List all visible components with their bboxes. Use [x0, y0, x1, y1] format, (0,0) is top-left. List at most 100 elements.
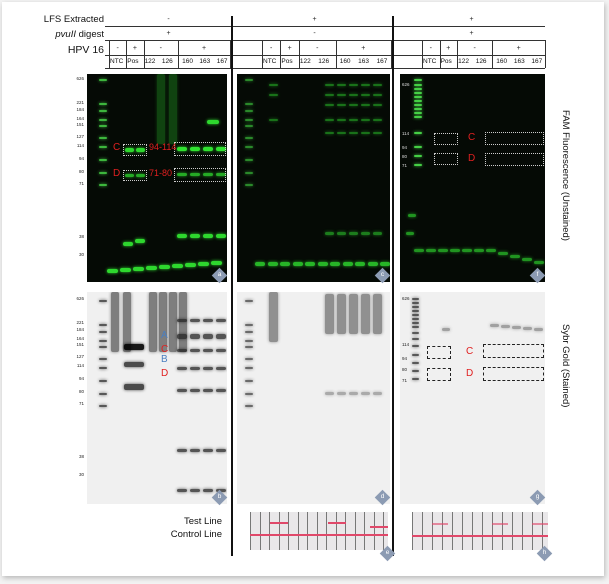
gel-band — [157, 74, 165, 144]
gel-band — [203, 147, 213, 151]
gel-band — [267, 262, 278, 266]
test-line — [328, 522, 346, 524]
gel-band — [177, 489, 187, 492]
figure: LFS Extracted pvuII digest HPV 16 - + - + - +… — [2, 2, 604, 576]
gel-band — [99, 331, 107, 333]
gel-band — [146, 266, 157, 270]
gel-band — [177, 234, 187, 238]
strip-divider — [288, 512, 289, 550]
strip-divider — [354, 512, 356, 550]
panel-letter: d — [380, 493, 385, 500]
gel-band — [414, 146, 422, 148]
gel-band — [337, 132, 346, 134]
ladder-label: 114 — [402, 342, 410, 347]
gel-band — [412, 314, 419, 316]
gel-band — [305, 262, 315, 266]
gel-band — [510, 255, 520, 258]
gel-band — [245, 346, 253, 348]
ladder-label: 38 — [78, 234, 84, 239]
strip-divider — [452, 512, 453, 550]
gel-band — [325, 84, 334, 86]
gel-band — [412, 298, 419, 300]
gel-band — [501, 325, 510, 328]
gel-band — [534, 261, 544, 264]
gel-band — [120, 268, 131, 272]
pvuii-value: - — [313, 30, 316, 37]
gel-band — [216, 334, 226, 339]
gel-band — [216, 147, 226, 151]
gel-band — [361, 119, 370, 121]
hpv-value: + — [132, 45, 137, 52]
gel-band — [414, 249, 424, 252]
gel-band — [203, 319, 213, 322]
test-line — [370, 526, 388, 528]
gel-band — [337, 294, 346, 334]
strip-divider — [345, 512, 346, 550]
strip-divider — [364, 512, 365, 550]
gel-band — [172, 264, 183, 268]
gel-band — [414, 100, 422, 102]
box-d — [123, 170, 147, 181]
gel-band — [245, 146, 253, 148]
lane-label: 126 — [161, 58, 173, 65]
gel-band — [373, 294, 382, 334]
label-lfs-extracted: LFS Extracted — [43, 14, 104, 25]
ladder-label: 127 — [76, 134, 84, 139]
gel-band — [107, 269, 118, 273]
lane-label: 122 — [299, 58, 311, 65]
annotation-c: C — [161, 344, 169, 355]
lane-label: 122 — [458, 58, 469, 65]
gel-band — [99, 340, 107, 342]
lane-label: NTC — [110, 58, 124, 65]
box-c — [434, 133, 458, 145]
gel-band — [412, 354, 419, 356]
box-c — [427, 346, 451, 359]
gel-band — [99, 358, 107, 360]
header-line — [335, 40, 337, 68]
gel-band — [325, 94, 334, 96]
gel-band — [373, 232, 382, 235]
gel-band — [523, 327, 532, 330]
gel-band — [177, 173, 187, 176]
gel-band — [337, 232, 346, 235]
gel-band — [149, 292, 157, 352]
gel-band — [245, 137, 253, 139]
gel-band — [373, 94, 382, 96]
gel-band — [412, 322, 419, 324]
ladder-label: 80 — [402, 154, 408, 159]
strip-divider — [462, 512, 463, 550]
gel-band — [216, 389, 226, 392]
gel-band — [245, 405, 253, 407]
strip-divider — [542, 512, 543, 550]
gel-band — [124, 344, 144, 350]
gel-band — [245, 103, 253, 105]
gel-band — [412, 370, 419, 372]
gel-band — [438, 249, 448, 252]
gel-band — [373, 392, 382, 395]
gel-band — [349, 232, 358, 235]
ladder-label: 30 — [78, 252, 84, 257]
ladder-label: 80 — [402, 367, 408, 372]
lane-label: 122 — [144, 58, 156, 65]
ladder-label: 38 — [78, 454, 84, 459]
panel-divider — [231, 16, 233, 556]
lfs-value: + — [469, 16, 474, 23]
box-c-samples — [485, 132, 544, 145]
ladder-label: 151 — [76, 342, 84, 347]
gel-band — [414, 79, 422, 81]
ladder-label: 184 — [76, 327, 84, 332]
strip-divider — [335, 512, 337, 550]
gel-band — [269, 84, 278, 86]
gel-band — [136, 148, 145, 152]
gel-band — [177, 349, 187, 352]
gel-band — [474, 249, 484, 252]
gel-band — [124, 362, 144, 367]
strip-divider — [316, 512, 318, 550]
gel-band — [361, 392, 370, 395]
lane-label: 167 — [531, 58, 543, 65]
gel-band — [216, 319, 226, 322]
gel-band — [125, 148, 134, 152]
ladder-label: 94 — [402, 356, 408, 361]
gel-band — [349, 119, 358, 121]
gel-band — [450, 249, 460, 252]
